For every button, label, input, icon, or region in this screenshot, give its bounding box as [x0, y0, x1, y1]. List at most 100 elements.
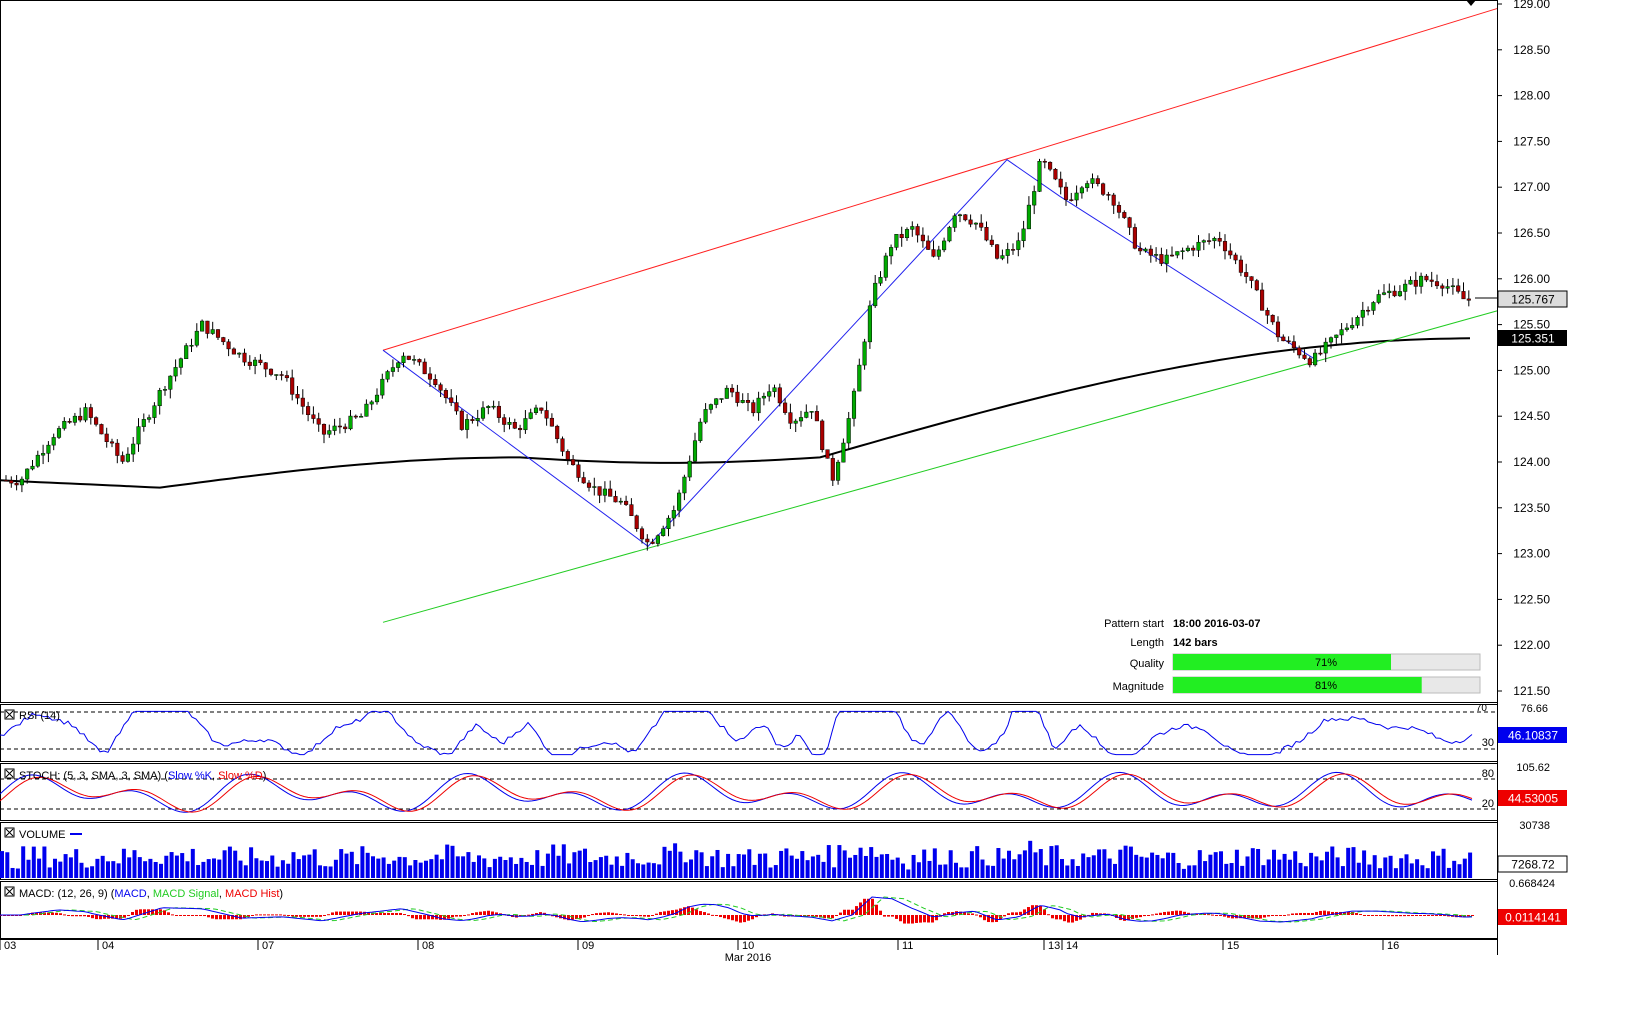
candle-bull — [125, 453, 130, 462]
macd-hist-bar — [407, 915, 410, 917]
volume-bar — [768, 867, 773, 878]
candle-bear — [295, 394, 300, 399]
macd-hist-bar — [743, 915, 746, 923]
macd-hist-bar — [987, 915, 990, 923]
volume-bar — [572, 852, 577, 878]
macd-hist-bar — [491, 911, 494, 915]
volume-bar — [360, 846, 365, 878]
ma-value-label: 125.351 — [1511, 332, 1555, 346]
candle-bull — [682, 476, 687, 494]
volume-bar — [895, 857, 900, 878]
macd-hist-bar — [239, 915, 242, 920]
candle-bear — [920, 234, 925, 242]
macd-hist-bar — [347, 911, 350, 915]
candle-bear — [1461, 291, 1466, 300]
volume-bar — [906, 869, 911, 878]
macd-hist-bar — [531, 913, 534, 915]
volume-bar — [975, 846, 980, 878]
volume-bar — [996, 848, 1001, 878]
macd-hist-bar — [139, 909, 142, 915]
rsi-scale-top: 76.66 — [1520, 703, 1548, 715]
volume-bar — [42, 846, 47, 878]
candle-bull — [1180, 250, 1185, 252]
volume-bar — [376, 858, 381, 878]
volume-bar — [577, 850, 582, 878]
volume-bar — [1356, 862, 1361, 878]
volume-bar — [471, 861, 476, 878]
macd-hist-bar — [319, 915, 322, 917]
candle-bear — [1286, 340, 1291, 343]
candle-bull — [1450, 285, 1455, 288]
volume-bar — [821, 861, 826, 878]
scroll-marker-icon[interactable] — [1466, 0, 1476, 6]
macd-hist-bar — [1203, 913, 1206, 915]
volume-bar — [1070, 859, 1075, 878]
volume-bar — [185, 861, 190, 878]
volume-bar — [1134, 854, 1139, 878]
magnitude-label: Magnitude — [1113, 681, 1164, 693]
macd-hist-bar — [151, 909, 154, 915]
candle-bull — [533, 407, 539, 413]
macd-hist-bar — [1371, 915, 1374, 916]
volume-bar — [646, 862, 651, 878]
rsi-value: 46.10837 — [1508, 729, 1558, 743]
candle-bear — [645, 538, 650, 543]
volume-bar — [699, 852, 704, 878]
volume-bar — [95, 858, 100, 878]
candle-bear — [1127, 217, 1132, 228]
candle-bear — [1228, 250, 1233, 256]
macd-hist-bar — [983, 915, 986, 921]
volume-bar — [1102, 849, 1107, 878]
candle-bull — [1143, 248, 1148, 252]
candle-bear — [581, 477, 586, 484]
macd-hist-bar — [619, 913, 622, 915]
day-label: 11 — [902, 940, 913, 952]
day-label: 07 — [262, 940, 274, 952]
volume-bar — [180, 853, 185, 878]
candle-bear — [1238, 259, 1243, 273]
macd-hist-bar — [875, 904, 878, 915]
macd-hist-bar — [903, 915, 906, 924]
volume-bar — [143, 861, 148, 878]
macd-hist-bar — [919, 915, 922, 923]
candle-bull — [687, 460, 692, 478]
macd-hist-bar — [583, 915, 586, 918]
candle-bear — [549, 417, 554, 427]
macd-hist-bar — [87, 915, 90, 917]
candle-bull — [157, 390, 162, 407]
macd-hist-bar — [727, 915, 730, 920]
candle-bear — [650, 541, 655, 544]
volume-bar — [1436, 855, 1441, 878]
candle-bull — [1074, 192, 1079, 201]
volume-bar — [1213, 852, 1218, 878]
volume-bar — [863, 855, 868, 878]
volume-bar — [869, 847, 874, 878]
candle-bull — [756, 397, 761, 414]
volume-bar — [1367, 864, 1372, 878]
price-tick-label: 125.50 — [1513, 318, 1550, 332]
candle-bull — [936, 249, 941, 257]
macd-hist-bar — [395, 912, 398, 915]
volume-bar — [853, 854, 858, 878]
candle-bull — [147, 417, 152, 420]
volume-bar — [328, 866, 333, 878]
macd-hist-bar — [1059, 915, 1062, 920]
volume-bar — [1462, 858, 1467, 878]
macd-scale-top: 0.668424 — [1509, 878, 1555, 890]
macd-hist-bar — [1011, 912, 1014, 915]
volume-bar — [959, 867, 964, 878]
macd-hist-bar — [1015, 912, 1018, 915]
macd-hist-bar — [823, 915, 826, 919]
macd-hist-bar — [971, 913, 974, 915]
candle-bull — [947, 227, 952, 242]
candle-bear — [221, 337, 226, 343]
macd-hist-bar — [1419, 915, 1422, 916]
quality-label: Quality — [1130, 658, 1165, 670]
volume-bar — [1415, 859, 1420, 878]
macd-hist-bar — [883, 915, 886, 917]
candle-bull — [1175, 251, 1180, 256]
macd-hist-bar — [1287, 914, 1290, 916]
candle-bull — [671, 510, 676, 519]
volume-bar — [37, 858, 42, 878]
